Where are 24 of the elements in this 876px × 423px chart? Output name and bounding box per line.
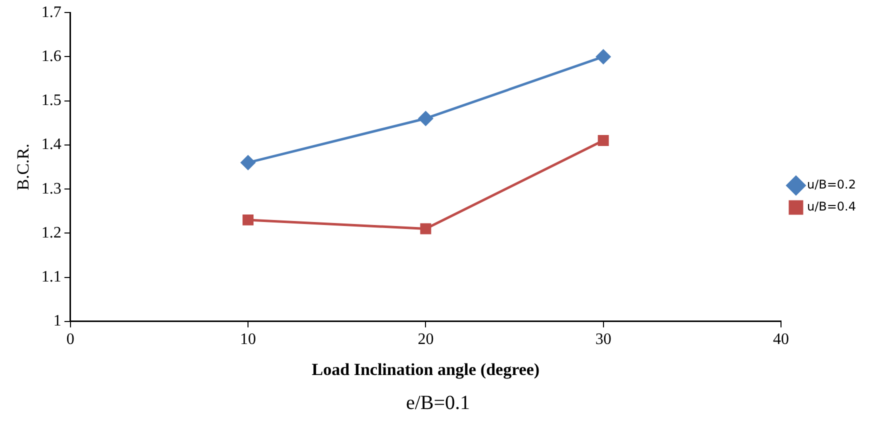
- x-tick-label: 30: [595, 331, 612, 348]
- text: e/B=0.1: [404, 392, 472, 415]
- y-tick-label: 1.5: [41, 92, 62, 110]
- x-tick-label: 20: [418, 331, 434, 348]
- y-tick-label: 1.1: [41, 268, 62, 286]
- point: [242, 214, 254, 226]
- point: [420, 223, 432, 234]
- x-tick-label: 40: [772, 331, 789, 348]
- x-tick-label: 10: [240, 331, 256, 348]
- point: [240, 155, 256, 170]
- legend-label: u/B=0.4: [806, 200, 856, 214]
- point: [418, 111, 433, 126]
- point: [598, 135, 609, 146]
- y-tick-label: 1.6: [41, 48, 62, 65]
- y-tick-label: 1.2: [41, 224, 62, 242]
- legend-label: u/B=0.2: [806, 178, 856, 192]
- x-axis-title: Load Inclination angle (degree): [312, 360, 540, 380]
- point: [596, 49, 611, 64]
- y-axis-title: B.C.R.: [14, 144, 33, 190]
- y-tick-label: 1.4: [41, 136, 62, 154]
- y-tick-label: 1.3: [41, 180, 62, 198]
- x-tick-label: 0: [66, 331, 74, 348]
- y-tick-label: 1.7: [41, 4, 62, 21]
- y-tick-label: 1: [53, 312, 62, 330]
